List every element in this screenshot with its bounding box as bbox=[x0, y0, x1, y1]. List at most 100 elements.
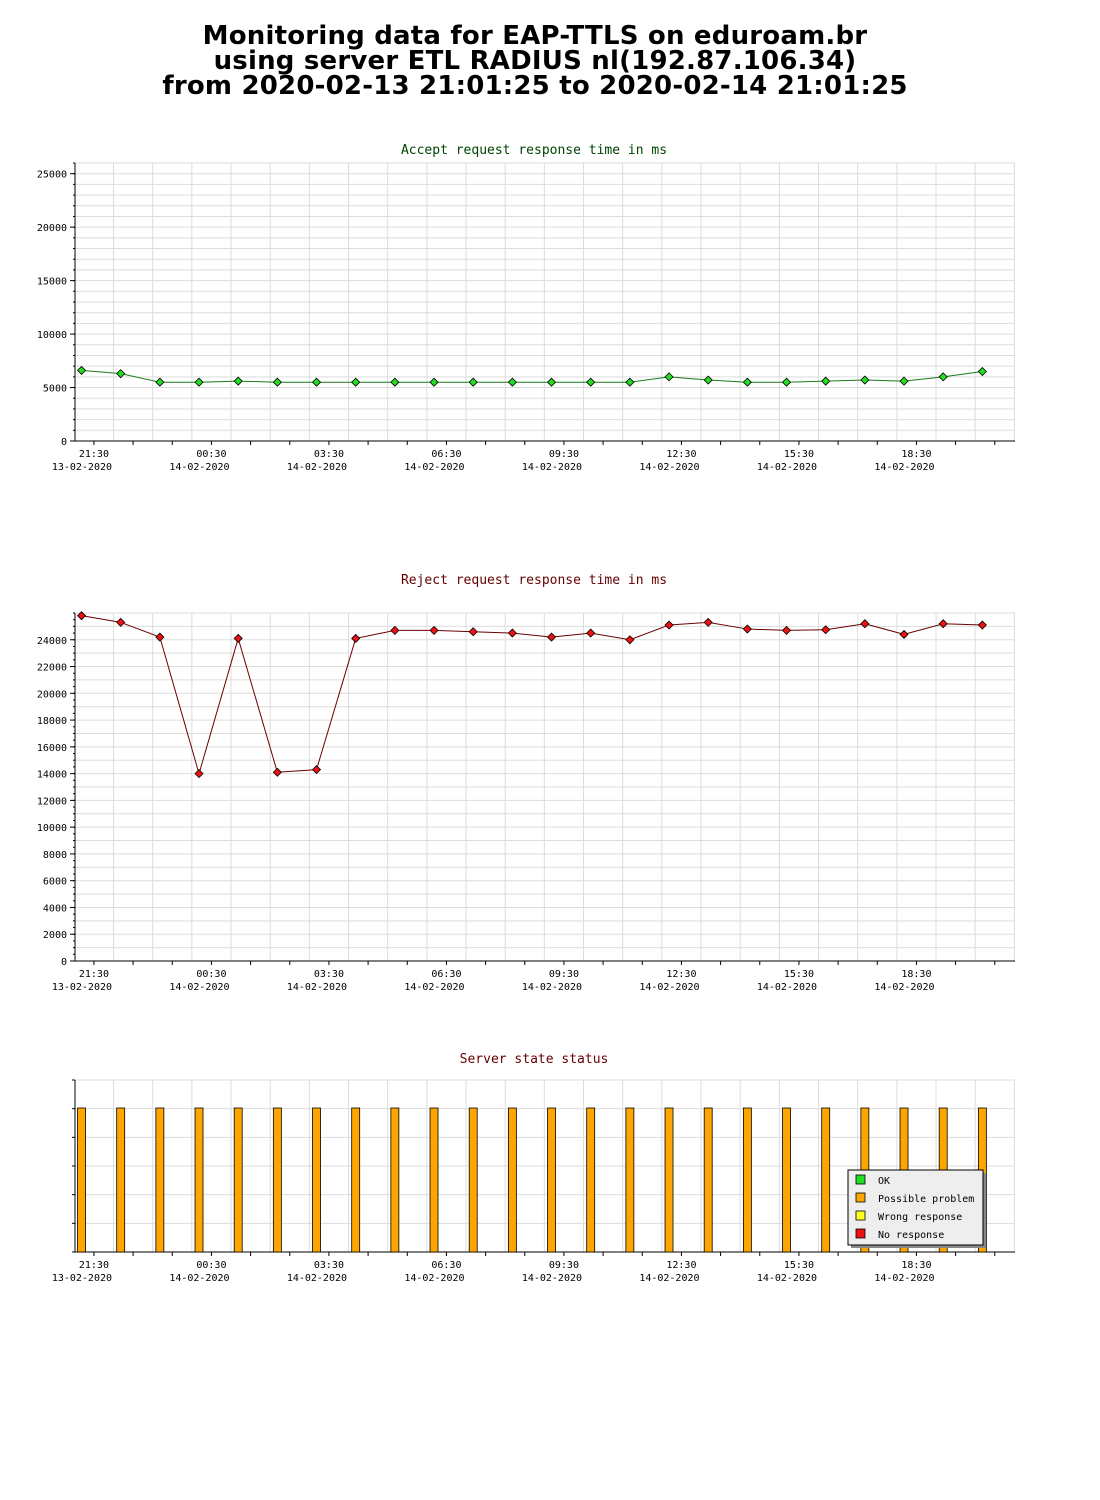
data-point bbox=[272, 767, 282, 777]
data-point bbox=[311, 377, 322, 387]
x-tick-label-time: 09:30 bbox=[549, 449, 579, 460]
x-tick-label-date: 14-02-2020 bbox=[404, 982, 464, 993]
status-bar bbox=[507, 1107, 517, 1253]
data-point bbox=[586, 628, 596, 638]
data-point bbox=[899, 629, 909, 639]
y-tick-label: 10000 bbox=[37, 823, 67, 834]
series-line bbox=[81, 369, 983, 383]
x-tick-label-time: 15:30 bbox=[784, 449, 814, 460]
data-point bbox=[194, 377, 204, 387]
x-tick-label-date: 14-02-2020 bbox=[404, 1273, 464, 1284]
data-point bbox=[116, 617, 126, 627]
x-tick-label-time: 00:30 bbox=[196, 449, 226, 460]
y-tick-label: 6000 bbox=[43, 877, 67, 888]
x-tick-label-date: 14-02-2020 bbox=[169, 462, 229, 473]
data-point bbox=[742, 377, 752, 387]
data-point bbox=[664, 372, 674, 382]
data-point bbox=[899, 376, 909, 386]
page-title-line-1: Monitoring data for EAP-TTLS on eduroam.… bbox=[202, 21, 868, 51]
x-tick-label-date: 13-02-2020 bbox=[52, 462, 112, 473]
legend-swatch bbox=[855, 1210, 866, 1221]
data-point bbox=[155, 632, 165, 642]
x-tick-label-date: 14-02-2020 bbox=[522, 1273, 582, 1284]
legend-label: No response bbox=[878, 1230, 944, 1241]
x-tick-label-date: 13-02-2020 bbox=[52, 982, 112, 993]
data-point bbox=[194, 769, 204, 779]
series-line bbox=[81, 615, 983, 776]
x-tick-label-time: 06:30 bbox=[431, 969, 461, 980]
y-tick-label: 8000 bbox=[43, 850, 67, 861]
data-point bbox=[468, 627, 478, 637]
y-tick-label: 18000 bbox=[37, 716, 67, 727]
data-point bbox=[938, 372, 948, 382]
page-title-line-2: using server ETL RADIUS nl(192.87.106.34… bbox=[213, 46, 857, 76]
data-point bbox=[821, 376, 831, 386]
data-point bbox=[351, 633, 361, 643]
data-point bbox=[116, 369, 126, 379]
x-tick-label-date: 14-02-2020 bbox=[287, 1273, 347, 1284]
data-point bbox=[860, 619, 870, 629]
x-tick-label-date: 14-02-2020 bbox=[874, 462, 934, 473]
page-title-line-3: from 2020-02-13 21:01:25 to 2020-02-14 2… bbox=[162, 71, 908, 101]
server-state-status-chart: Server state status 21:30 13-02-2020 00:30 1… bbox=[52, 1052, 1015, 1284]
status-bar bbox=[468, 1107, 478, 1253]
data-point bbox=[76, 365, 87, 375]
status-bar bbox=[272, 1107, 282, 1253]
y-tick-label: 5000 bbox=[43, 384, 67, 395]
y-tick-label: 12000 bbox=[37, 796, 67, 807]
data-point bbox=[664, 620, 674, 630]
status-bar bbox=[625, 1107, 635, 1253]
data-point bbox=[781, 377, 792, 387]
x-tick-label-date: 14-02-2020 bbox=[874, 1273, 934, 1284]
status-bar bbox=[429, 1107, 439, 1253]
x-tick-label-date: 14-02-2020 bbox=[522, 462, 582, 473]
y-tick-label: 0 bbox=[61, 437, 67, 448]
x-tick-label-time: 21:30 bbox=[79, 449, 109, 460]
status-bar bbox=[116, 1107, 126, 1253]
x-tick-label-time: 15:30 bbox=[784, 969, 814, 980]
y-tick-label: 24000 bbox=[37, 636, 67, 647]
data-point bbox=[546, 377, 557, 387]
x-tick-label-time: 15:30 bbox=[784, 1260, 814, 1271]
x-tick-label-time: 03:30 bbox=[314, 1260, 344, 1271]
x-tick-label-time: 06:30 bbox=[431, 1260, 461, 1271]
data-point bbox=[390, 377, 400, 387]
x-tick-label-date: 14-02-2020 bbox=[874, 982, 934, 993]
x-tick-label-date: 14-02-2020 bbox=[639, 982, 699, 993]
data-point bbox=[625, 377, 635, 387]
status-bar bbox=[586, 1107, 596, 1253]
data-point bbox=[625, 635, 635, 645]
page-title: Monitoring data for EAP-TTLS on eduroam.… bbox=[0, 21, 1070, 101]
x-tick-label-date: 14-02-2020 bbox=[404, 462, 464, 473]
status-bar bbox=[703, 1107, 713, 1253]
data-point bbox=[272, 377, 282, 387]
data-point bbox=[507, 628, 517, 638]
data-point bbox=[586, 377, 596, 387]
data-point bbox=[860, 375, 870, 385]
data-point bbox=[977, 366, 987, 377]
y-tick-label: 20000 bbox=[37, 223, 67, 234]
status-bar bbox=[782, 1107, 791, 1253]
x-tick-label-date: 14-02-2020 bbox=[757, 462, 817, 473]
legend-box bbox=[847, 1169, 984, 1246]
x-tick-label-time: 12:30 bbox=[666, 449, 696, 460]
data-point bbox=[977, 620, 987, 630]
data-point bbox=[429, 377, 439, 387]
x-tick-label-time: 18:30 bbox=[901, 969, 931, 980]
x-tick-label-date: 14-02-2020 bbox=[639, 1273, 699, 1284]
data-point bbox=[155, 377, 165, 387]
data-point bbox=[507, 377, 517, 387]
data-point bbox=[703, 617, 713, 627]
data-point bbox=[781, 625, 792, 635]
legend-label: Possible problem bbox=[878, 1194, 974, 1205]
status-bar bbox=[351, 1107, 361, 1253]
chart-title: Reject request response time in ms bbox=[401, 573, 667, 588]
status-bar bbox=[77, 1107, 86, 1253]
x-tick-label-time: 00:30 bbox=[196, 969, 226, 980]
status-bar bbox=[547, 1107, 556, 1253]
legend-label: Wrong response bbox=[878, 1212, 962, 1223]
accept-response-time-chart: Accept request response time in ms 0 5000 1… bbox=[37, 143, 1015, 473]
x-tick-label-date: 14-02-2020 bbox=[287, 982, 347, 993]
status-bar bbox=[155, 1107, 165, 1253]
data-point bbox=[351, 377, 361, 387]
